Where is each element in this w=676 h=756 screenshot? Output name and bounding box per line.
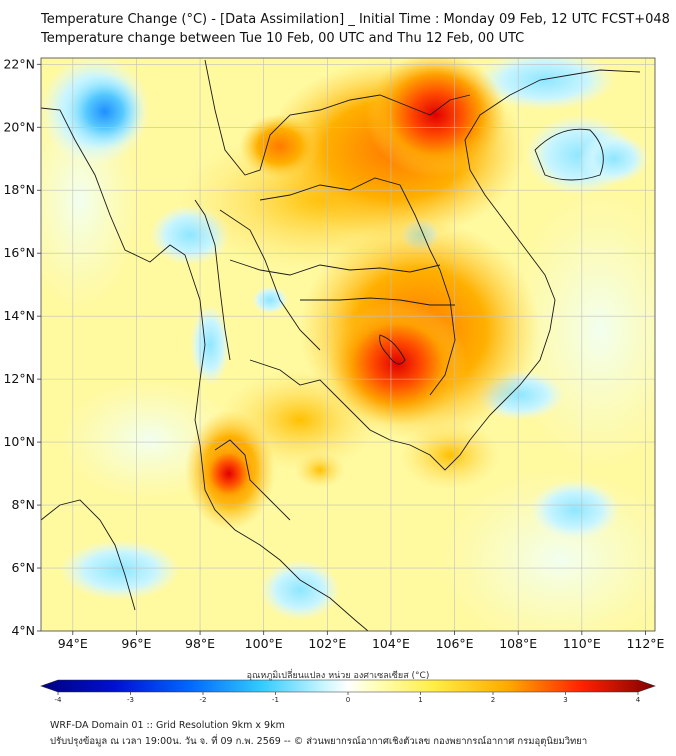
lon-label: 106°E bbox=[436, 636, 474, 651]
footer-line-2: ปรับปรุงข้อมูล ณ เวลา 19:00น. วัน จ. ที่… bbox=[50, 736, 588, 747]
lon-label: 108°E bbox=[499, 636, 537, 651]
gridlines bbox=[41, 58, 655, 632]
colorbar-tick-label: -1 bbox=[272, 696, 279, 704]
lat-label: 8°N bbox=[11, 497, 35, 512]
lon-label: 98°E bbox=[185, 636, 215, 651]
colorbar-tick-label: 0 bbox=[346, 696, 350, 704]
lon-label: 112°E bbox=[626, 636, 664, 651]
colorbar-tick-label: -3 bbox=[127, 696, 134, 704]
colorbar-tick-label: 3 bbox=[563, 696, 567, 704]
temperature-hotspot bbox=[578, 133, 649, 184]
temperature-field bbox=[41, 58, 655, 631]
colorbar-tick-label: 2 bbox=[491, 696, 495, 704]
colorbar-label: อุณหภูมิเปลี่ยนแปลง หน่วย องศาเซลเซียส (… bbox=[246, 671, 430, 681]
lon-label: 100°E bbox=[245, 636, 283, 651]
lon-label: 96°E bbox=[121, 636, 151, 651]
temperature-hotspot bbox=[198, 441, 259, 506]
lat-label: 6°N bbox=[11, 560, 35, 575]
lat-label: 14°N bbox=[3, 308, 35, 323]
colorbar-ticks: -4 -3 -2 -1 0 1 2 3 4 bbox=[55, 692, 641, 704]
lat-label: 12°N bbox=[3, 371, 35, 386]
temperature-hotspot bbox=[365, 58, 506, 177]
lon-label: 102°E bbox=[308, 636, 346, 651]
title-line-1: Temperature Change (°C) - [Data Assimila… bbox=[41, 12, 670, 27]
temperature-hotspot bbox=[239, 114, 320, 179]
map-frame bbox=[40, 57, 656, 632]
colorbar-tick-label: 1 bbox=[418, 696, 422, 704]
coastlines bbox=[41, 59, 641, 631]
lon-label: 94°E bbox=[58, 636, 88, 651]
latitude-labels: 4°N 6°N 8°N 10°N 12°N 14°N 16°N 18°N 20°N 22°N bbox=[3, 56, 41, 638]
longitude-labels: 94°E 96°E 98°E 100°E 102°E 104°E 106°E 108°E 110… bbox=[58, 631, 665, 651]
colorbar-tick-label: -2 bbox=[200, 696, 207, 704]
lat-label: 20°N bbox=[3, 119, 35, 134]
colorbar: -4 -3 -2 -1 0 1 2 3 4 bbox=[40, 679, 656, 704]
lon-label: 110°E bbox=[563, 636, 601, 651]
lon-label: 104°E bbox=[372, 636, 410, 651]
lat-label: 22°N bbox=[3, 56, 35, 71]
footer-line-1: WRF-DA Domain 01 :: Grid Resolution 9km … bbox=[50, 720, 285, 731]
lat-label: 18°N bbox=[3, 182, 35, 197]
colorbar-tick-label: -4 bbox=[55, 696, 63, 704]
colorbar-tick-label: 4 bbox=[636, 696, 641, 704]
lat-label: 16°N bbox=[3, 245, 35, 260]
lat-label: 10°N bbox=[3, 434, 35, 449]
temperature-hotspot bbox=[64, 73, 145, 150]
title-line-2: Temperature change between Tue 10 Feb, 0… bbox=[41, 31, 525, 46]
lat-label: 4°N bbox=[11, 623, 35, 638]
